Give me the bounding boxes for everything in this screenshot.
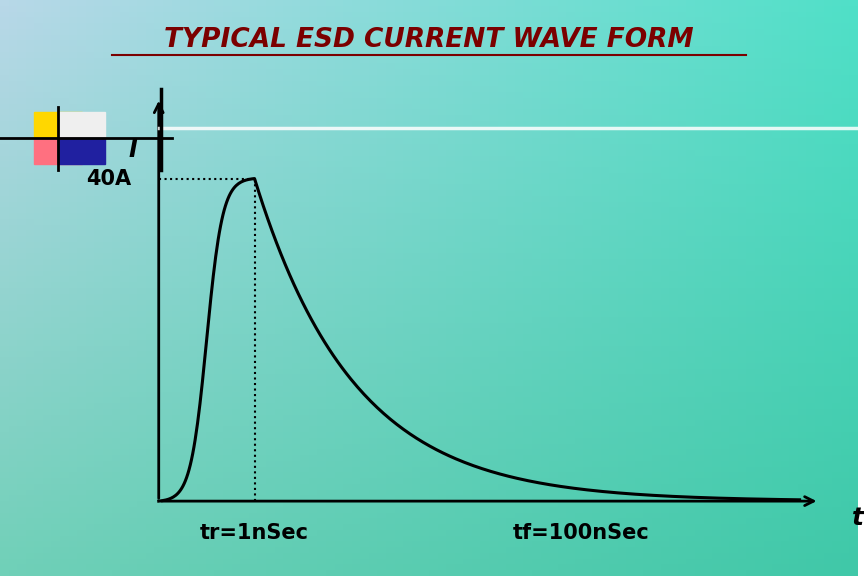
Text: t: t [852,506,864,530]
Text: 40A: 40A [86,169,131,188]
Text: tr=1nSec: tr=1nSec [200,523,309,543]
Bar [35,112,81,138]
Bar [35,138,81,164]
Text: tf=100nSec: tf=100nSec [513,523,650,543]
Bar [58,138,105,164]
Text: I: I [129,138,137,162]
Bar [58,112,105,138]
Text: TYPICAL ESD CURRENT WAVE FORM: TYPICAL ESD CURRENT WAVE FORM [164,27,694,54]
